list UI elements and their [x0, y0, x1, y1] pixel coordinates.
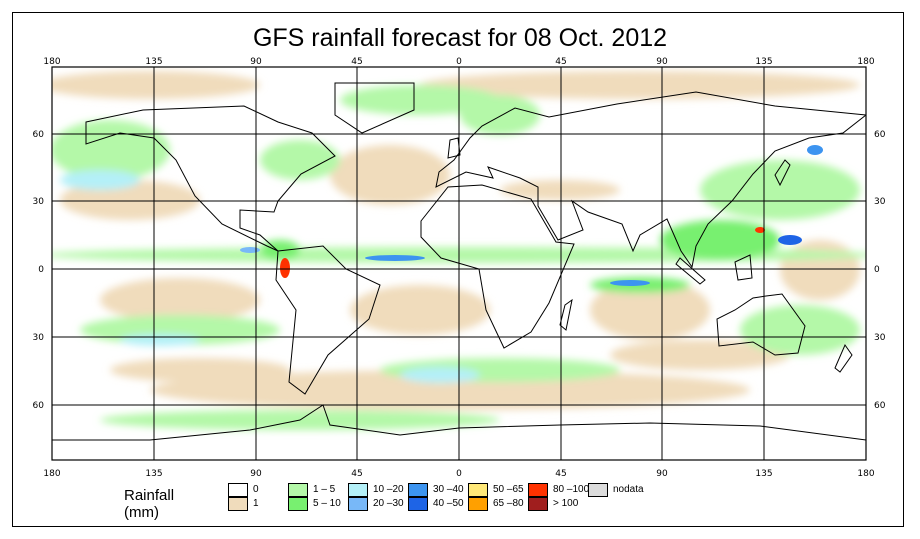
lon-label-bottom: 90: [656, 469, 668, 479]
lon-label-top: 180: [857, 57, 874, 67]
legend-swatch: [468, 497, 488, 511]
legend-label: 10 –20: [373, 484, 404, 495]
legend-label: 30 –40: [433, 484, 464, 495]
lon-label-bottom: 180: [857, 469, 874, 479]
lat-label-right: 60: [874, 401, 886, 411]
lon-label-bottom: 45: [351, 469, 362, 479]
legend-label: 1: [253, 498, 259, 509]
lat-label-right: 30: [874, 333, 886, 343]
lat-label-right: 60: [874, 130, 886, 140]
lon-label-top: 180: [43, 57, 60, 67]
eurasia: [435, 91, 866, 269]
legend-swatch: [228, 497, 248, 511]
lon-label-top: 0: [456, 57, 462, 67]
greenland: [334, 82, 415, 134]
japan: [774, 159, 791, 187]
lon-label-top: 45: [555, 57, 566, 67]
legend-swatch: [408, 483, 428, 497]
legend-swatch: [588, 483, 608, 497]
legend-swatch: [288, 483, 308, 497]
australia: [716, 293, 806, 356]
lat-label-left: 60: [33, 401, 45, 411]
figure-frame: [12, 12, 904, 527]
legend-label: 20 –30: [373, 498, 404, 509]
lon-label-bottom: 180: [43, 469, 60, 479]
lon-label-bottom: 0: [456, 469, 462, 479]
legend-swatch: [408, 497, 428, 511]
legend-label: 80 –100: [553, 484, 590, 495]
new-zealand: [834, 343, 853, 373]
legend-swatch: [348, 483, 368, 497]
uk: [447, 137, 461, 159]
lon-label-top: 90: [250, 57, 262, 67]
legend-label: 50 –65: [493, 484, 524, 495]
legend-label: 0: [253, 484, 259, 495]
graticule: [52, 67, 866, 460]
lat-label-left: 30: [33, 197, 45, 207]
legend-label: 5 – 10: [313, 498, 341, 509]
legend-swatch: [228, 483, 248, 497]
legend-label: 40 –50: [433, 498, 464, 509]
south-america: [275, 245, 381, 395]
legend-swatch: [468, 483, 488, 497]
africa: [420, 184, 575, 349]
lon-label-top: 135: [145, 57, 162, 67]
legend-title: Rainfall (mm): [124, 487, 175, 521]
borneo: [734, 254, 753, 281]
map-title: GFS rainfall forecast for 08 Oct. 2012: [252, 24, 668, 52]
legend-label: nodata: [613, 484, 644, 495]
lon-label-bottom: 135: [755, 469, 772, 479]
lon-label-bottom: 90: [250, 469, 262, 479]
sumatra: [675, 257, 706, 285]
madagascar: [559, 298, 573, 331]
legend-swatch: [288, 497, 308, 511]
lon-label-bottom: 135: [145, 469, 162, 479]
lat-label-left: 60: [33, 130, 45, 140]
lat-label-left: 0: [38, 265, 44, 275]
legend-swatch: [528, 497, 548, 511]
north-america: [85, 105, 336, 252]
lon-label-top: 45: [351, 57, 362, 67]
map-border: [51, 66, 867, 461]
lat-label-right: 30: [874, 197, 886, 207]
legend-label: > 100: [553, 498, 579, 509]
lon-label-top: 135: [755, 57, 772, 67]
legend-swatch: [348, 497, 368, 511]
legend-label: 65 –80: [493, 498, 524, 509]
legend-swatch: [528, 483, 548, 497]
lon-label-top: 90: [656, 57, 668, 67]
lon-label-bottom: 45: [555, 469, 566, 479]
lat-label-left: 30: [33, 333, 45, 343]
lat-label-right: 0: [874, 265, 880, 275]
legend-label: 1 – 5: [313, 484, 336, 495]
